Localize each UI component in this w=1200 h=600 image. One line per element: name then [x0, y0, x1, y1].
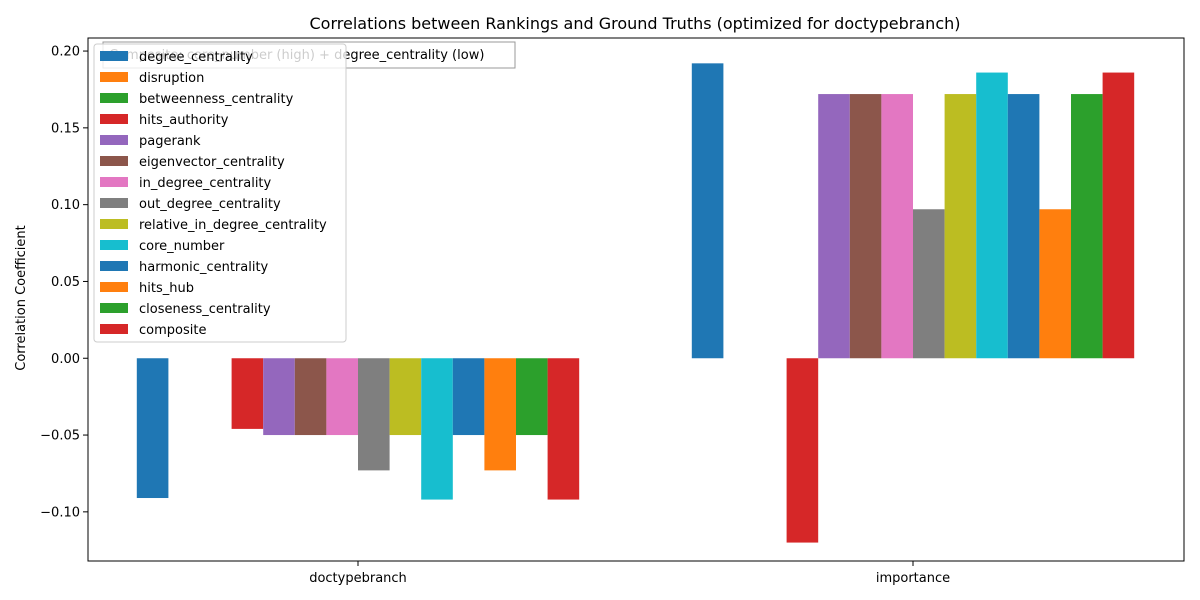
- legend-swatch-hits_authority: [100, 114, 128, 124]
- bar-harmonic_centrality-doctypebranch: [452, 358, 485, 436]
- legend: degree_centrality disruption betweenness_c…: [93, 43, 347, 343]
- legend-label-closeness_centrality: closeness_centrality: [139, 302, 271, 317]
- bar-closeness_centrality-importance: [1071, 94, 1103, 359]
- legend-label-pagerank: pagerank: [139, 134, 201, 149]
- x-axis-ticks: doctypebranch importance: [309, 561, 950, 586]
- bar-out_degree_centrality-importance: [913, 209, 945, 359]
- legend-label-relative_in_degree_centrality: relative_in_degree_centrality: [139, 218, 327, 233]
- bar-pagerank-importance: [818, 94, 850, 359]
- bar-core_number-importance: [976, 72, 1008, 359]
- legend-swatch-betweenness_centrality: [100, 93, 128, 103]
- legend-swatch-core_number: [100, 240, 128, 250]
- legend-swatch-pagerank: [100, 135, 128, 145]
- bar-degree_centrality-doctypebranch: [136, 358, 169, 499]
- x-tick-label: doctypebranch: [309, 571, 407, 586]
- legend-swatch-disruption: [100, 72, 128, 82]
- bar-hits_hub-importance: [1039, 209, 1071, 359]
- bar-eigenvector_centrality-importance: [849, 94, 882, 359]
- bar-composite-importance: [1102, 72, 1135, 359]
- y-tick-label: 0.00: [51, 352, 80, 367]
- legend-label-degree_centrality: degree_centrality: [139, 50, 253, 65]
- legend-swatch-hits_hub: [100, 282, 128, 292]
- x-tick-label: importance: [876, 571, 950, 586]
- bar-in_degree_centrality-importance: [881, 94, 913, 359]
- y-tick-label: 0.05: [51, 275, 80, 290]
- legend-label-in_degree_centrality: in_degree_centrality: [139, 176, 272, 191]
- bar-relative_in_degree_centrality-doctypebranch: [389, 358, 422, 436]
- legend-label-hits_authority: hits_authority: [139, 113, 229, 128]
- bar-degree_centrality-importance: [691, 63, 724, 359]
- legend-label-composite: composite: [139, 323, 206, 338]
- legend-swatch-harmonic_centrality: [100, 261, 128, 271]
- bar-hits_authority-doctypebranch: [231, 358, 264, 429]
- bar-in_degree_centrality-doctypebranch: [326, 358, 358, 436]
- y-tick-label: 0.20: [51, 45, 80, 60]
- bar-pagerank-doctypebranch: [263, 358, 295, 436]
- bar-hits_authority-importance: [786, 358, 819, 543]
- legend-swatch-in_degree_centrality: [100, 177, 128, 187]
- bar-hits_hub-doctypebranch: [484, 358, 516, 471]
- legend-label-betweenness_centrality: betweenness_centrality: [139, 92, 294, 107]
- legend-swatch-degree_centrality: [100, 51, 128, 61]
- legend-label-out_degree_centrality: out_degree_centrality: [139, 197, 281, 212]
- y-tick-label: 0.10: [51, 198, 80, 213]
- legend-swatch-out_degree_centrality: [100, 198, 128, 208]
- y-tick-label: 0.15: [51, 121, 80, 136]
- legend-label-disruption: disruption: [139, 71, 204, 86]
- bar-harmonic_centrality-importance: [1007, 94, 1040, 359]
- legend-swatch-composite: [100, 324, 128, 334]
- legend-label-harmonic_centrality: harmonic_centrality: [139, 260, 269, 275]
- legend-swatch-eigenvector_centrality: [100, 156, 128, 166]
- y-tick-label: −0.10: [40, 505, 80, 520]
- legend-swatch-relative_in_degree_centrality: [100, 219, 128, 229]
- y-tick-label: −0.05: [40, 429, 80, 444]
- legend-label-eigenvector_centrality: eigenvector_centrality: [139, 155, 285, 170]
- legend-label-core_number: core_number: [139, 239, 225, 254]
- bar-relative_in_degree_centrality-importance: [944, 94, 977, 359]
- y-axis-label: Correlation Coefficient: [14, 225, 29, 371]
- legend-label-hits_hub: hits_hub: [139, 281, 194, 296]
- chart-title: Correlations between Rankings and Ground…: [309, 14, 960, 33]
- bars: [136, 63, 1135, 543]
- plot-frame: [87, 37, 1185, 562]
- bar-closeness_centrality-doctypebranch: [516, 358, 548, 436]
- legend-swatch-closeness_centrality: [100, 303, 128, 313]
- bar-composite-doctypebranch: [547, 358, 580, 500]
- bar-out_degree_centrality-doctypebranch: [358, 358, 390, 471]
- bar-eigenvector_centrality-doctypebranch: [294, 358, 327, 436]
- y-axis-ticks: −0.10 −0.05 0.00 0.05 0.10 0.15 0.20: [40, 45, 88, 520]
- legend-frame: [93, 43, 347, 343]
- bar-core_number-doctypebranch: [421, 358, 453, 500]
